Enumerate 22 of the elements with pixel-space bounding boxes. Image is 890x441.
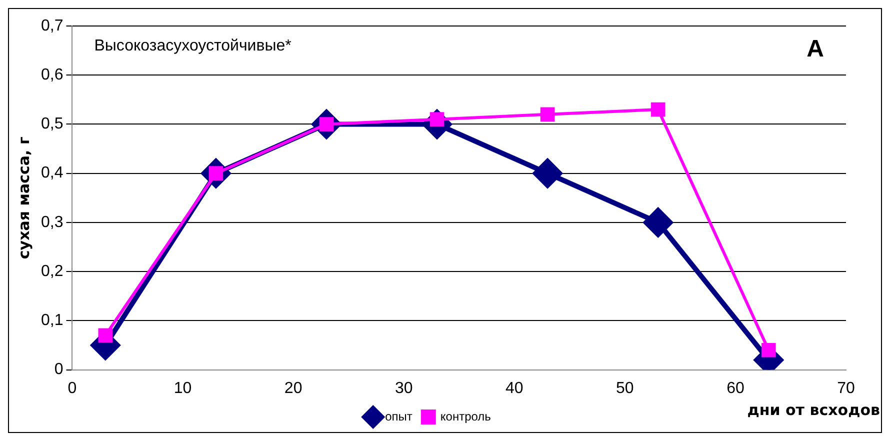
y-tick-label: 0,4 xyxy=(40,164,64,182)
x-tick-label: 20 xyxy=(284,380,302,397)
y-axis-title: сухая масса, г xyxy=(14,136,33,260)
legend-label: опыт xyxy=(385,409,413,424)
x-tick-label: 0 xyxy=(68,380,77,397)
x-axis-title: дни от всходов xyxy=(747,400,880,419)
y-tick-label: 0,5 xyxy=(40,116,64,133)
x-tick-label: 70 xyxy=(837,380,855,397)
y-tick-label: 0 xyxy=(54,361,64,378)
x-tick-label: 10 xyxy=(174,380,192,397)
annotation: А xyxy=(806,36,824,63)
x-tick-label: 50 xyxy=(616,380,634,397)
x-tick-label: 40 xyxy=(505,380,524,397)
y-tick-label: 0,3 xyxy=(40,214,64,231)
annotation: Высокозасухоустойчивые* xyxy=(94,37,292,54)
y-tick-label: 0,7 xyxy=(40,17,64,34)
y-tick-label: 0,6 xyxy=(40,66,64,84)
x-tick-label: 60 xyxy=(726,380,744,397)
legend-label: контроль xyxy=(440,409,491,424)
x-tick-label: 30 xyxy=(394,380,413,397)
y-tick-label: 0,2 xyxy=(40,262,64,280)
y-tick-label: 0,1 xyxy=(40,312,64,330)
